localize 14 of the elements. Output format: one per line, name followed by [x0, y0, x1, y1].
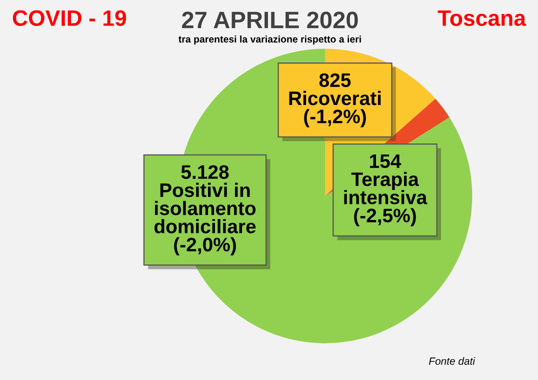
- chart-subtitle: tra parentesi la variazione rispetto a ieri: [178, 35, 361, 45]
- data-label: 154: [370, 154, 402, 168]
- source-note: Fonte dati: [429, 357, 476, 365]
- slice-label: Terapia intensiva: [344, 172, 428, 204]
- data-label: 5.128: [181, 165, 229, 179]
- text: Toscana: [438, 10, 526, 26]
- chart-title: 27 APRILE 2020: [182, 12, 358, 28]
- text: (-2,0%): [174, 237, 236, 256]
- text: (-2,5%): [354, 208, 416, 226]
- slice-label: Ricoverati: [289, 90, 381, 106]
- data-label: 825: [319, 73, 351, 88]
- text: (-1,2%): [304, 109, 366, 128]
- text: COVID - 19: [12, 10, 126, 26]
- slice-label: Positivi in isolamento domiciliare: [154, 182, 256, 234]
